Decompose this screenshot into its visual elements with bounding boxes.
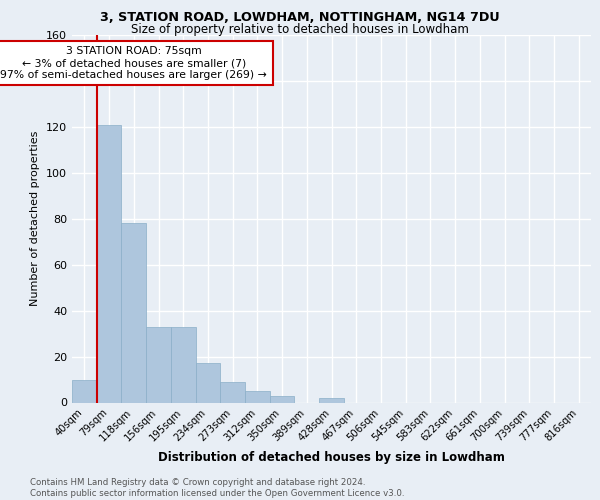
Y-axis label: Number of detached properties: Number of detached properties xyxy=(31,131,40,306)
X-axis label: Distribution of detached houses by size in Lowdham: Distribution of detached houses by size … xyxy=(158,452,505,464)
Bar xyxy=(196,364,220,403)
Bar xyxy=(319,398,344,402)
Text: Contains HM Land Registry data © Crown copyright and database right 2024.
Contai: Contains HM Land Registry data © Crown c… xyxy=(30,478,404,498)
Bar xyxy=(245,391,270,402)
Bar xyxy=(171,326,196,402)
Text: 3 STATION ROAD: 75sqm
← 3% of detached houses are smaller (7)
97% of semi-detach: 3 STATION ROAD: 75sqm ← 3% of detached h… xyxy=(1,46,267,80)
Bar xyxy=(72,380,97,402)
Bar xyxy=(121,224,146,402)
Bar xyxy=(97,124,121,402)
Text: Size of property relative to detached houses in Lowdham: Size of property relative to detached ho… xyxy=(131,22,469,36)
Bar xyxy=(220,382,245,402)
Bar xyxy=(270,396,295,402)
Bar xyxy=(146,326,171,402)
Text: 3, STATION ROAD, LOWDHAM, NOTTINGHAM, NG14 7DU: 3, STATION ROAD, LOWDHAM, NOTTINGHAM, NG… xyxy=(100,11,500,24)
